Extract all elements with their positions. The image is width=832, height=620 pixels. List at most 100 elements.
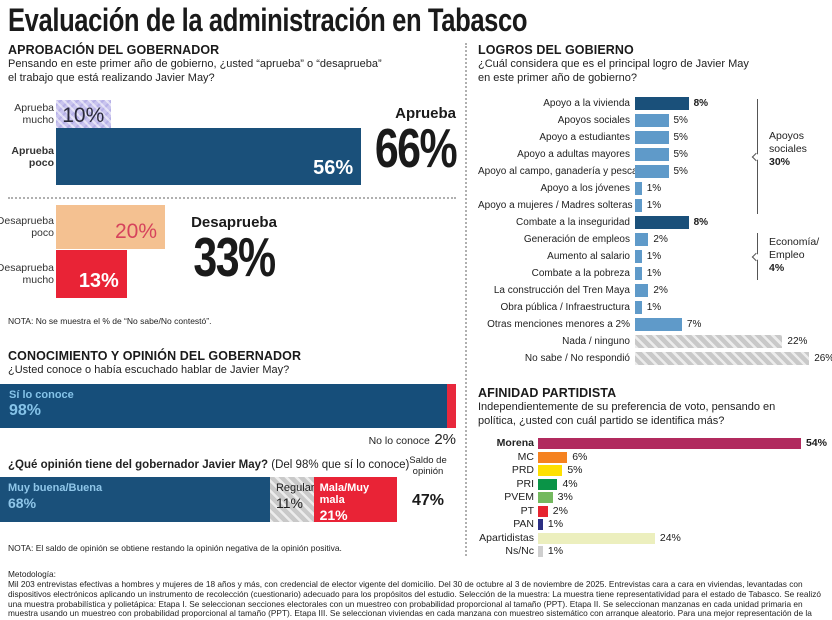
aprueba-total-value: 66% xyxy=(374,117,458,179)
row-label: PT xyxy=(520,504,534,517)
conocimiento-heading: CONOCIMIENTO Y OPINIÓN DEL GOBERNADOR xyxy=(8,349,302,363)
value-label: 54% xyxy=(805,437,827,449)
logros-row: Nada / ninguno 22% xyxy=(478,333,832,350)
bar xyxy=(635,233,649,246)
value-label: 5% xyxy=(673,166,688,177)
bar xyxy=(635,267,642,280)
saldo-label: Saldo de opinión xyxy=(409,455,447,477)
bar xyxy=(635,148,669,161)
value-label: 2% xyxy=(653,285,668,296)
value-label: 7% xyxy=(686,319,702,330)
bar xyxy=(538,519,543,530)
row-label: Apoyo al campo, ganadería y pesca xyxy=(478,166,638,177)
logros-row: Apoyo a adultas mayores 5% xyxy=(478,146,832,163)
aprueba-total-block: Aprueba 66% xyxy=(352,105,458,179)
bar xyxy=(538,465,563,476)
bar-desaprueba-mucho: 13% xyxy=(56,250,127,298)
value-label: 24% xyxy=(659,531,681,544)
bracket-value: 4% xyxy=(769,262,785,274)
bar xyxy=(635,352,810,365)
afinidad-chart: Morena 54% MC 6% PRD 5% PRI 4% PVEM 3% PT 2% PAN 1% Ap… xyxy=(478,437,832,559)
afinidad-row: PAN 1% xyxy=(478,518,832,532)
bracket-line: Empleo xyxy=(769,249,805,261)
logros-row: No sabe / No respondió 26% xyxy=(478,350,832,367)
knows-bar-text: Sí lo conoce 98% xyxy=(9,389,74,420)
afinidad-row: PRD 5% xyxy=(478,464,832,478)
bar xyxy=(635,114,669,127)
logros-row: Apoyo al campo, ganadería y pesca 5% xyxy=(478,163,832,180)
dotted-separator xyxy=(8,197,456,199)
page-title: Evaluación de la administración en Tabas… xyxy=(8,2,528,38)
row-label: Otras menciones menores a 2% xyxy=(487,319,630,330)
value-label: 5% xyxy=(673,149,688,160)
methodology-label: Metodología: xyxy=(8,569,56,579)
afinidad-row: MC 6% xyxy=(478,451,832,465)
value-label: 2% xyxy=(653,234,668,245)
bar-aprueba-mucho: 10% xyxy=(56,100,111,128)
approval-question: Pensando en este primer año de gobierno,… xyxy=(8,58,382,84)
row-label: PRI xyxy=(516,477,534,490)
row-label: Morena xyxy=(496,437,534,449)
dotted-separator-vertical xyxy=(465,43,467,556)
value-label: 8% xyxy=(693,217,709,228)
methodology-text: Mil 203 entrevistas efectivas a hombres … xyxy=(8,579,821,620)
segment-value: 21% xyxy=(319,507,348,523)
opinion-note: NOTA: El saldo de opinión se obtiene res… xyxy=(8,543,342,553)
bar xyxy=(635,250,642,263)
conocimiento-question: ¿Usted conoce o había escuchado hablar d… xyxy=(8,364,290,376)
bar-aprueba-poco: 56% xyxy=(56,128,362,185)
bar-si-lo-conoce: Sí lo conoce 98% xyxy=(0,384,447,428)
row-label: Obra pública / Infraestructura xyxy=(500,302,630,313)
row-label: Apoyo a los jóvenes xyxy=(540,183,630,194)
approval-row-label: Desaprueba poco xyxy=(0,215,54,239)
afinidad-row: PVEM 3% xyxy=(478,491,832,505)
segment-value: 11% xyxy=(275,495,303,511)
approval-row-label: Aprueba poco xyxy=(11,144,54,169)
desaprueba-total-block: Desaprueba 33% xyxy=(178,214,290,288)
row-label: PRD xyxy=(511,464,534,476)
bar xyxy=(538,532,655,544)
bar xyxy=(635,199,642,212)
bar xyxy=(635,301,642,314)
logros-row: Apoyo a la vivienda 8% xyxy=(478,95,832,112)
row-label: Ns/Nc xyxy=(505,545,534,557)
bar xyxy=(538,451,568,463)
value-label: 5% xyxy=(673,132,688,143)
value-label: 8% xyxy=(693,98,709,109)
value-label: 56% xyxy=(313,157,354,179)
segment-label: Mala/Muy mala xyxy=(319,482,370,506)
bar xyxy=(635,97,689,110)
saldo-value: 47% xyxy=(411,492,445,509)
value-label: 1% xyxy=(646,302,662,313)
afinidad-row: PT 2% xyxy=(478,505,832,519)
row-label: No sabe / No respondió xyxy=(524,353,630,364)
value-label: 1% xyxy=(547,545,564,557)
value-label: 6% xyxy=(572,450,588,463)
afinidad-row: PRI 4% xyxy=(478,478,832,492)
afinidad-row: Apartidistas 24% xyxy=(478,532,832,546)
bar-no-lo-conoce xyxy=(446,384,456,428)
value-label: 22% xyxy=(787,336,808,347)
bar xyxy=(538,478,558,490)
bar xyxy=(538,546,543,557)
bar xyxy=(538,438,801,449)
value-label: 3% xyxy=(557,491,573,503)
bar xyxy=(635,216,689,229)
bar xyxy=(538,492,553,503)
approval-note: NOTA: No se muestra el % de “No sabe/No … xyxy=(8,316,212,326)
bracket-line: Economía/ xyxy=(769,236,820,248)
knows-label: Sí lo conoce xyxy=(9,389,74,401)
logros-row: La construcción del Tren Maya 2% xyxy=(478,282,832,299)
value-label: 2% xyxy=(552,504,568,517)
bracket-value: 30% xyxy=(769,156,791,168)
row-label: PVEM xyxy=(504,491,534,503)
desaprueba-total-value: 33% xyxy=(193,226,276,288)
segment-label: Regular xyxy=(275,482,315,494)
value-label: 1% xyxy=(646,251,662,262)
value-label: 26% xyxy=(814,353,832,364)
row-label: Apoyo a adultas mayores xyxy=(517,149,630,160)
approval-row-label: Desaprueba mucho xyxy=(0,262,54,286)
opinion-question-main: ¿Qué opinión tiene del gobernador Javier… xyxy=(8,459,269,471)
knows-bar: Sí lo conoce 98% xyxy=(0,384,456,428)
opinion-question: ¿Qué opinión tiene del gobernador Javier… xyxy=(8,459,409,471)
